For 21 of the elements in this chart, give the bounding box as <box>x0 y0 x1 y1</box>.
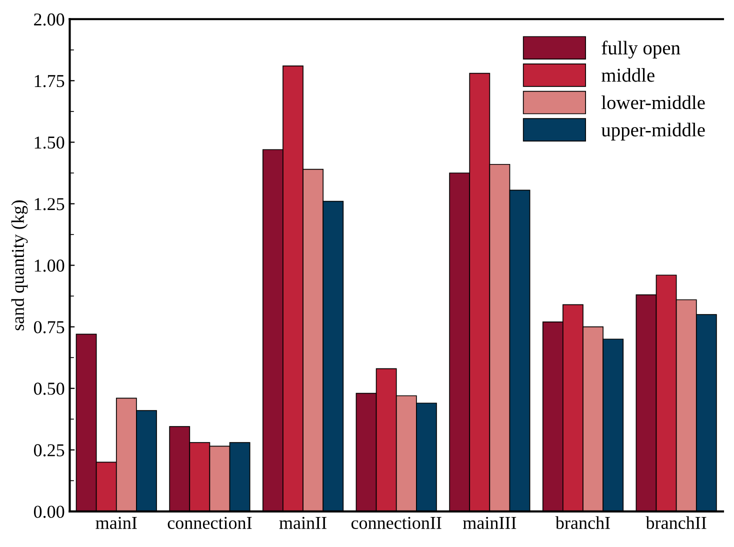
legend-label: middle <box>602 68 654 82</box>
legend-label: lower-middle <box>602 95 705 110</box>
y-tick-label: 1.00 <box>34 260 64 272</box>
y-tick-label: 2.00 <box>34 13 64 26</box>
x-tick-label: branchI <box>555 516 610 530</box>
x-tick-label: connectionI <box>168 516 252 530</box>
x-tick-label: connectionII <box>351 516 442 530</box>
y-tick-label: 1.25 <box>34 198 64 210</box>
legend-label: fully open <box>602 40 680 59</box>
y-axis-title: sand quantity (kg) <box>11 200 28 330</box>
y-tick-label: 0.25 <box>34 444 64 456</box>
y-tick-label: 0.75 <box>34 321 64 334</box>
y-tick-label: 1.75 <box>34 75 64 88</box>
x-tick-label: mainI <box>96 516 137 530</box>
legend-label: upper-middle <box>601 122 705 140</box>
x-tick-label: mainIII <box>462 516 516 530</box>
x-tick-label: mainII <box>279 516 326 530</box>
y-tick-label: 0.50 <box>34 382 64 395</box>
y-tick-label: 0.00 <box>34 506 64 518</box>
y-tick-label: 1.50 <box>34 136 64 149</box>
x-tick-label: branchII <box>646 516 706 530</box>
